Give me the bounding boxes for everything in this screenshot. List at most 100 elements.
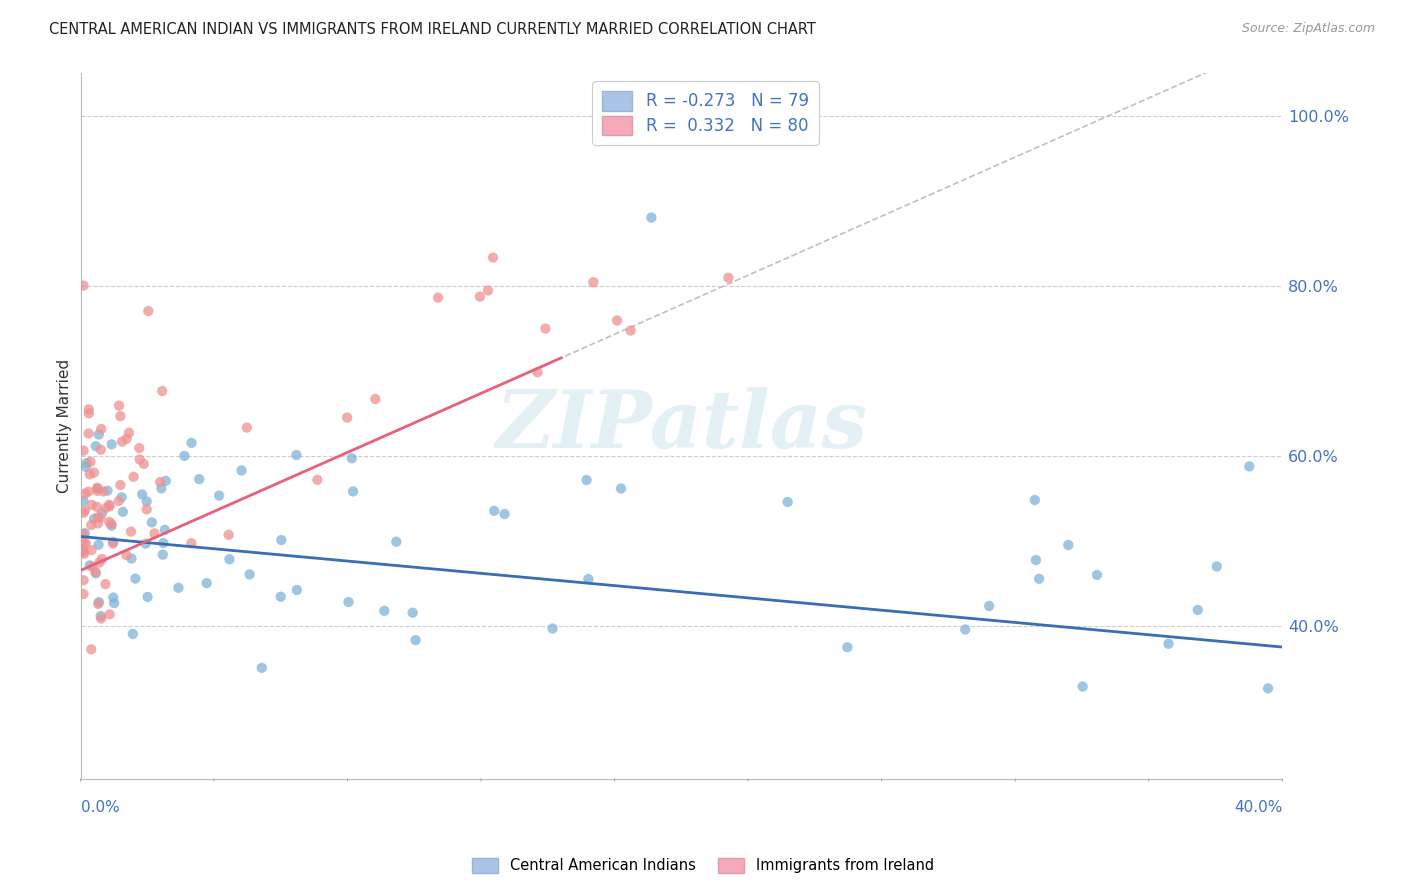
Point	[188, 472, 211, 486]
Point	[149, 475, 172, 489]
Point	[87, 516, 110, 531]
Point	[90, 611, 112, 625]
Point	[122, 469, 145, 483]
Point	[98, 607, 121, 622]
Point	[87, 427, 110, 442]
Point	[96, 483, 118, 498]
Point	[979, 599, 1001, 613]
Point	[98, 515, 121, 529]
Point	[1028, 572, 1050, 586]
Point	[94, 577, 117, 591]
Point	[180, 536, 202, 550]
Point	[526, 365, 548, 379]
Point	[150, 482, 173, 496]
Point	[141, 516, 163, 530]
Point	[167, 581, 190, 595]
Point	[98, 500, 121, 514]
Point	[86, 482, 108, 496]
Point	[86, 483, 108, 498]
Point	[236, 420, 259, 434]
Point	[91, 506, 114, 520]
Point	[143, 526, 166, 541]
Point	[717, 270, 740, 285]
Point	[534, 321, 557, 335]
Text: 0.0%: 0.0%	[80, 800, 120, 815]
Point	[101, 536, 124, 550]
Point	[541, 622, 564, 636]
Point	[1187, 603, 1209, 617]
Point	[89, 510, 111, 524]
Point	[640, 211, 662, 225]
Point	[77, 426, 100, 441]
Point	[1085, 568, 1108, 582]
Point	[135, 502, 157, 516]
Point	[84, 439, 107, 453]
Point	[270, 590, 292, 604]
Point	[270, 533, 292, 547]
Point	[93, 484, 115, 499]
Point	[111, 490, 134, 504]
Point	[136, 304, 159, 318]
Point	[776, 495, 799, 509]
Point	[115, 548, 138, 562]
Point	[72, 278, 94, 293]
Point	[218, 552, 240, 566]
Point	[115, 432, 138, 446]
Point	[1239, 459, 1261, 474]
Point	[90, 422, 112, 436]
Point	[72, 545, 94, 559]
Point	[336, 410, 359, 425]
Point	[405, 633, 427, 648]
Legend: R = -0.273   N = 79, R =  0.332   N = 80: R = -0.273 N = 79, R = 0.332 N = 80	[592, 81, 818, 145]
Point	[285, 448, 308, 462]
Point	[80, 642, 103, 657]
Point	[103, 596, 125, 610]
Point	[1071, 680, 1094, 694]
Point	[155, 474, 177, 488]
Point	[100, 517, 122, 532]
Point	[131, 487, 153, 501]
Point	[107, 494, 129, 508]
Point	[90, 609, 112, 624]
Point	[72, 506, 94, 520]
Point	[87, 538, 110, 552]
Point	[494, 507, 516, 521]
Point	[610, 482, 633, 496]
Point	[582, 275, 605, 289]
Point	[73, 503, 96, 517]
Point	[73, 547, 96, 561]
Point	[953, 623, 976, 637]
Point	[87, 597, 110, 611]
Point	[132, 457, 155, 471]
Point	[80, 498, 103, 512]
Legend: Central American Indians, Immigrants from Ireland: Central American Indians, Immigrants fro…	[465, 850, 941, 880]
Point	[100, 518, 122, 533]
Point	[195, 576, 218, 591]
Point	[79, 467, 101, 482]
Point	[121, 551, 143, 566]
Point	[218, 528, 240, 542]
Point	[73, 526, 96, 541]
Point	[401, 606, 423, 620]
Point	[89, 556, 111, 570]
Point	[152, 536, 174, 550]
Point	[72, 587, 94, 601]
Point	[128, 452, 150, 467]
Point	[342, 484, 364, 499]
Point	[94, 501, 117, 516]
Point	[120, 524, 142, 539]
Point	[1257, 681, 1279, 696]
Point	[72, 443, 94, 458]
Point	[103, 591, 125, 605]
Point	[468, 290, 491, 304]
Point	[72, 494, 94, 508]
Point	[285, 582, 308, 597]
Point	[173, 449, 195, 463]
Point	[87, 595, 110, 609]
Point	[91, 552, 114, 566]
Point	[208, 489, 231, 503]
Text: Source: ZipAtlas.com: Source: ZipAtlas.com	[1241, 22, 1375, 36]
Point	[110, 478, 132, 492]
Point	[1157, 637, 1180, 651]
Point	[111, 434, 134, 449]
